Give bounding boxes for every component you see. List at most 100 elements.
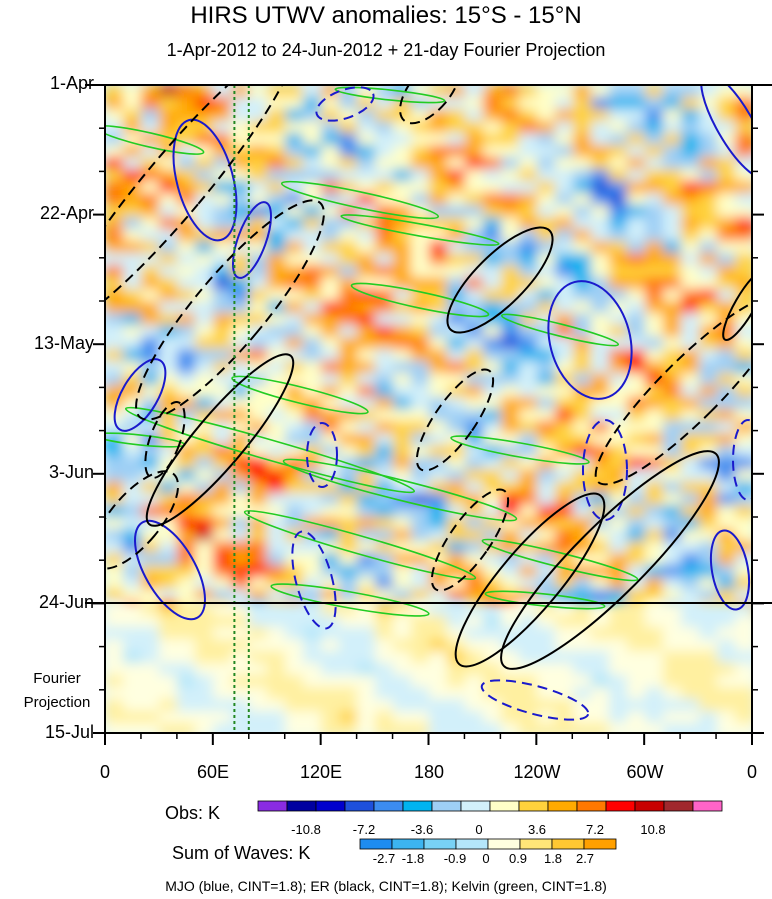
y-tick-label: 22-Apr xyxy=(39,203,94,223)
kelvin-contour xyxy=(270,583,430,617)
er-contour xyxy=(446,226,554,334)
colorbar-swatch xyxy=(583,838,617,850)
x-tick-label: 60E xyxy=(196,762,230,782)
mjo-contour xyxy=(709,529,751,611)
er-contour xyxy=(454,492,606,668)
obs-colorbar-label: 3.6 xyxy=(527,822,547,837)
mjo-contour xyxy=(172,118,238,242)
colorbar-swatch xyxy=(286,800,317,812)
kelvin-contour xyxy=(334,86,446,104)
mjo-contour xyxy=(291,530,337,630)
colorbar-swatch xyxy=(519,838,553,850)
colorbar-swatch xyxy=(431,800,462,812)
wave-contours xyxy=(105,85,752,721)
obs-colorbar-label: 7.2 xyxy=(585,822,605,837)
er-contour xyxy=(145,353,295,527)
kelvin-contour xyxy=(350,282,490,318)
kelvin-contour xyxy=(500,313,620,347)
mjo-contour xyxy=(113,358,167,432)
mjo-contour xyxy=(306,422,338,488)
colorbar-swatch xyxy=(518,800,549,812)
kelvin-contour xyxy=(243,510,477,580)
mjo-contour xyxy=(232,201,272,279)
er-contour xyxy=(594,294,752,486)
kelvin-contour xyxy=(450,435,590,465)
colorbar-swatch xyxy=(663,800,694,812)
projection-label: Projection xyxy=(23,694,91,711)
kelvin-contour xyxy=(105,125,205,155)
waves-colorbar-label: -0.9 xyxy=(443,851,467,866)
colorbar-swatch xyxy=(692,800,723,812)
colorbar-swatch xyxy=(634,800,665,812)
mjo-contour xyxy=(547,280,633,400)
colorbar-swatch xyxy=(391,838,425,850)
waves-colorbar-label: -1.8 xyxy=(401,851,425,866)
mjo-contour xyxy=(480,679,590,721)
kelvin-contour xyxy=(340,214,500,246)
colorbar-swatch xyxy=(605,800,636,812)
kelvin-contour xyxy=(280,180,440,220)
er-contour xyxy=(415,368,495,472)
colorbar-swatch xyxy=(402,800,433,812)
er-contour xyxy=(105,470,180,570)
colorbar-swatch xyxy=(487,838,521,850)
mjo-contour xyxy=(700,85,752,179)
colorbar-swatch xyxy=(576,800,607,812)
colorbar-swatch xyxy=(359,838,393,850)
chart-title: HIRS UTWV anomalies: 15°S - 15°N xyxy=(190,2,582,29)
y-tick-label: 15-Jul xyxy=(44,722,94,742)
er-contour xyxy=(105,85,294,326)
obs-colorbar-label: 0 xyxy=(475,822,483,837)
er-contour xyxy=(500,450,720,670)
x-tick-label: 120E xyxy=(299,762,343,782)
y-tick-label: 13-May xyxy=(33,333,94,353)
waves-colorbar-label: -2.7 xyxy=(372,851,396,866)
waves-colorbar-label: 1.8 xyxy=(543,851,563,866)
colorbar-swatch xyxy=(547,800,578,812)
y-tick-label: 1-Apr xyxy=(49,73,94,93)
colorbars xyxy=(257,800,723,850)
projection-label: Fourier xyxy=(33,670,81,687)
projection-anomaly-blobs xyxy=(105,603,752,733)
x-tick-label: 180 xyxy=(413,762,445,782)
er-contour xyxy=(399,85,461,125)
obs-colorbar-label: 10.8 xyxy=(640,822,666,837)
axes xyxy=(85,84,772,745)
colorbar-swatch xyxy=(423,838,457,850)
obs-colorbar xyxy=(257,800,723,812)
colorbar-swatch xyxy=(460,800,491,812)
colorbar-swatch xyxy=(489,800,520,812)
colorbar-swatch xyxy=(344,800,375,812)
kelvin-contour xyxy=(484,590,606,610)
obs-colorbar-title: Obs: K xyxy=(165,803,221,823)
colorbar-swatch xyxy=(551,838,585,850)
waves-colorbar-title: Sum of Waves: K xyxy=(172,843,311,863)
x-tick-label: 0 xyxy=(99,762,111,782)
er-contour xyxy=(144,401,186,479)
colorbar-swatch xyxy=(373,800,404,812)
waves-colorbar-label: 2.7 xyxy=(575,851,595,866)
y-tick-label: 24-Jun xyxy=(38,592,94,612)
obs-colorbar-label: -3.6 xyxy=(410,822,434,837)
mjo-contour xyxy=(582,419,628,521)
colorbar-swatch xyxy=(455,838,489,850)
waves-colorbar xyxy=(359,838,617,850)
er-contour xyxy=(430,488,510,592)
waves-colorbar-label: 0 xyxy=(482,851,490,866)
er-contour xyxy=(135,199,325,421)
waves-colorbar-label: 0.9 xyxy=(508,851,528,866)
mjo-contour xyxy=(732,419,752,501)
chart-subtitle: 1-Apr-2012 to 24-Jun-2012 + 21-day Fouri… xyxy=(166,40,606,60)
x-tick-label: 60W xyxy=(626,762,664,782)
kelvin-contour xyxy=(481,538,639,582)
kelvin-contour xyxy=(282,458,518,522)
mjo-contour xyxy=(134,519,206,621)
colorbar-swatch xyxy=(315,800,346,812)
y-tick-label: 3-Jun xyxy=(48,462,94,482)
obs-colorbar-label: -7.2 xyxy=(352,822,376,837)
anomaly-field xyxy=(105,85,752,733)
kelvin-contour xyxy=(231,375,369,415)
kelvin-contour xyxy=(124,406,416,494)
colorbar-swatch xyxy=(257,800,288,812)
